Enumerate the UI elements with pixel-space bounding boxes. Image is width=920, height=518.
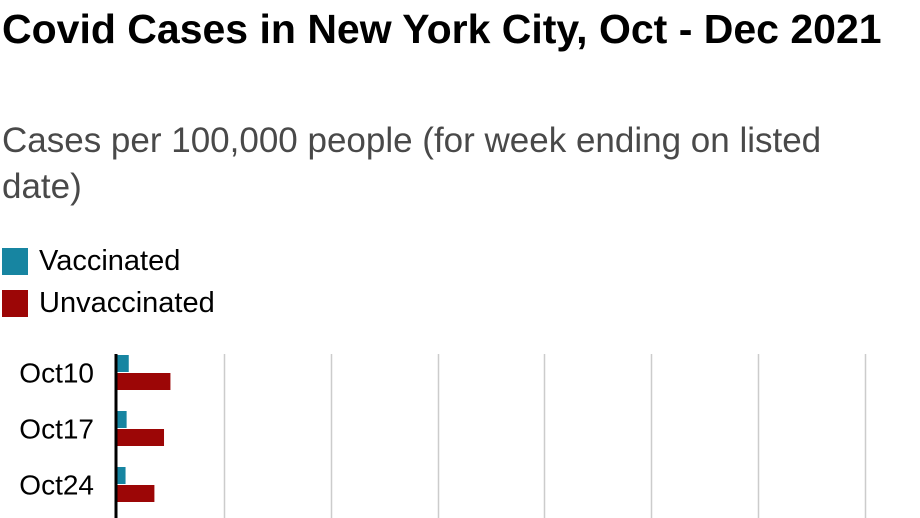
category-label: Oct24 bbox=[19, 470, 94, 501]
legend-swatch-unvaccinated bbox=[2, 289, 28, 317]
category-label: Oct10 bbox=[19, 358, 94, 389]
legend-item-unvaccinated: Unvaccinated bbox=[2, 282, 215, 324]
bar-vaccinated-oct17 bbox=[117, 411, 127, 428]
bar-unvaccinated-oct24 bbox=[117, 485, 155, 502]
bar-vaccinated-oct10 bbox=[117, 355, 129, 372]
legend-label-vaccinated: Vaccinated bbox=[39, 244, 181, 277]
category-label: Oct17 bbox=[19, 414, 94, 445]
bar-vaccinated-oct24 bbox=[117, 467, 126, 484]
legend-item-vaccinated: Vaccinated bbox=[2, 240, 215, 282]
bar-unvaccinated-oct17 bbox=[117, 429, 165, 446]
legend-swatch-vaccinated bbox=[2, 247, 28, 275]
chart-subtitle: Cases per 100,000 people (for week endin… bbox=[2, 121, 822, 206]
bar-unvaccinated-oct10 bbox=[117, 373, 171, 390]
legend-label-unvaccinated: Unvaccinated bbox=[39, 286, 215, 319]
chart-title: Covid Cases in New York City, Oct - Dec … bbox=[2, 6, 882, 52]
legend: Vaccinated Unvaccinated bbox=[2, 240, 215, 324]
